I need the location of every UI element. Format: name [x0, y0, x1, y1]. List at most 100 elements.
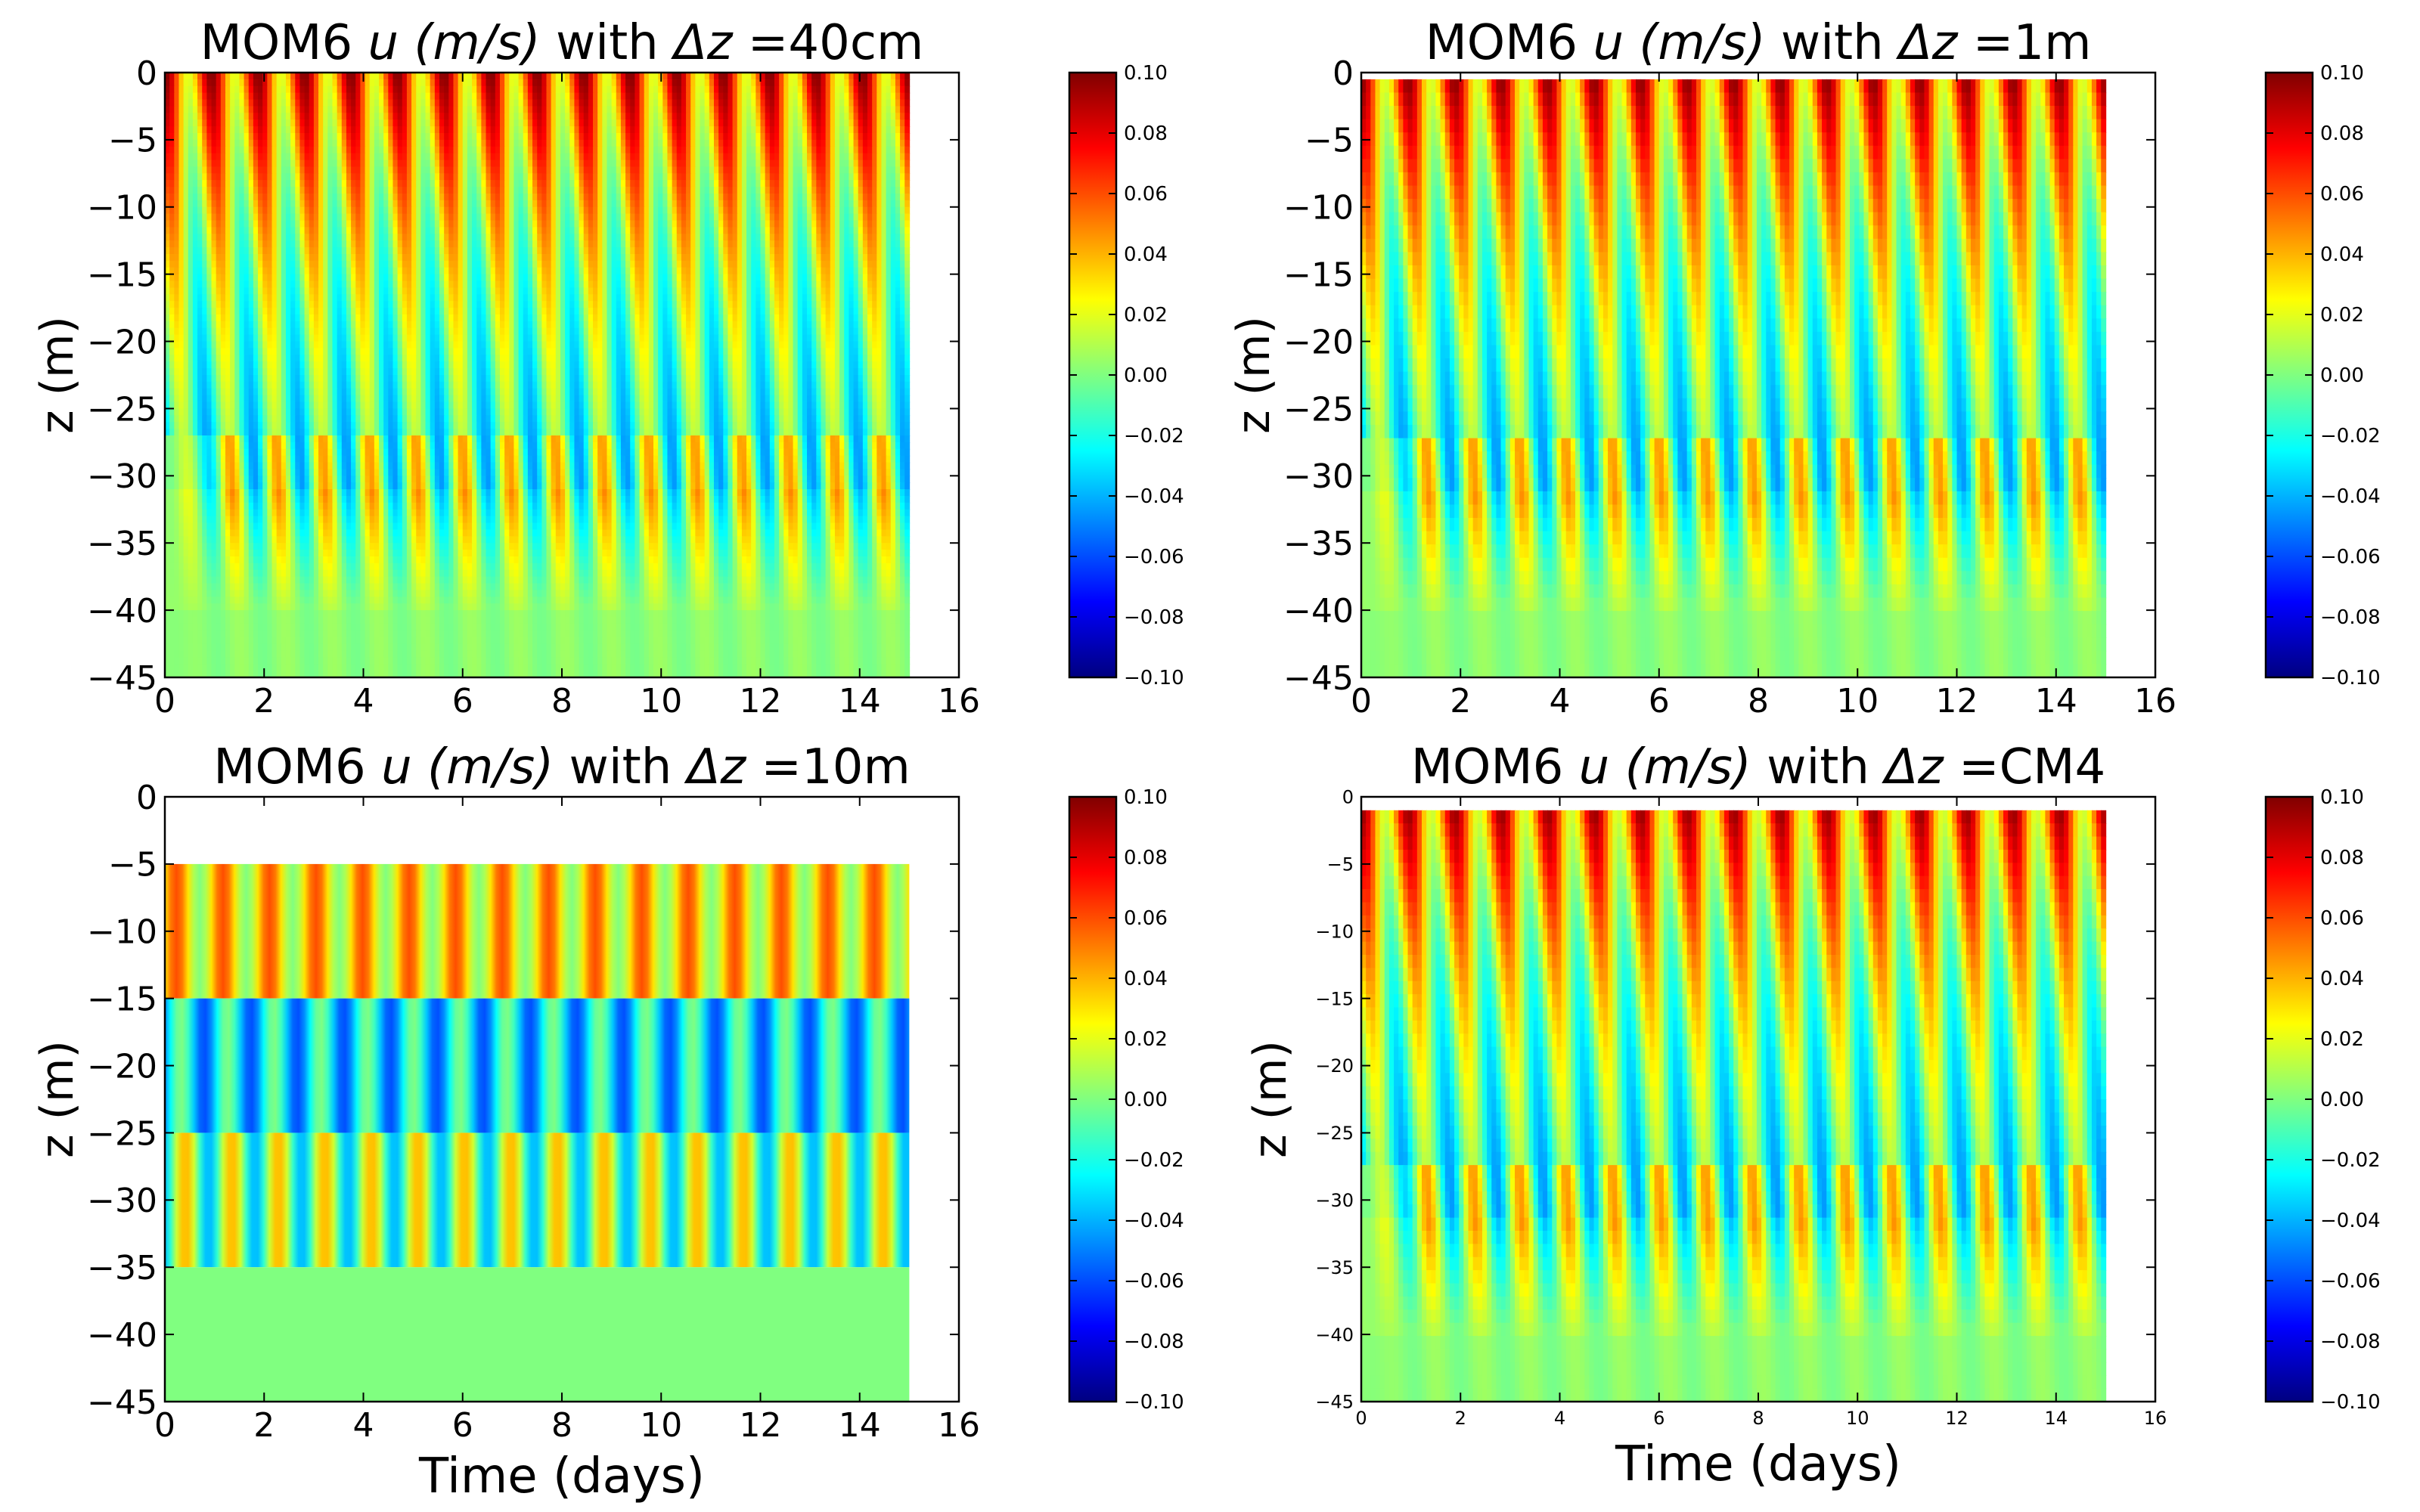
x-tick-label: 8 [551, 1406, 572, 1445]
chart-title: MOM6 u (m/s) with Δz =1m [1426, 15, 2092, 71]
heatmap-layer [165, 999, 909, 1133]
x-tick-label: 6 [1653, 1408, 1665, 1429]
y-tick-label: −45 [87, 1383, 157, 1422]
colorbar-tick-label: −0.02 [1124, 425, 1184, 448]
colorbar-tick-label: 0.00 [1124, 364, 1168, 387]
y-tick-label: −40 [87, 1316, 157, 1355]
chart-title: MOM6 u (m/s) with Δz =10m [213, 739, 911, 795]
colorbar-tick-label: −0.08 [2320, 1331, 2381, 1353]
colorbar-tick-label: −0.06 [2320, 1270, 2381, 1293]
colorbar-tick-label: 0.06 [1124, 183, 1168, 206]
y-tick-label: −30 [87, 457, 157, 496]
heatmap-field [165, 73, 910, 678]
heatmap-field [1361, 79, 2106, 678]
y-tick-label: −20 [87, 1047, 157, 1086]
y-tick-label: −20 [1315, 1055, 1354, 1077]
colorbar-tick-label: −0.08 [2320, 606, 2381, 629]
y-tick-label: −10 [1283, 189, 1354, 228]
y-tick-label: −20 [87, 323, 157, 361]
y-tick-label: 0 [1333, 54, 1354, 93]
colorbar-tick-label: −0.08 [1124, 1331, 1184, 1353]
y-tick-label: −25 [1283, 390, 1354, 429]
heatmap-layer [165, 1267, 909, 1402]
colorbar-tick-label: 0.04 [2320, 968, 2364, 990]
y-tick-label: −35 [1315, 1257, 1354, 1278]
x-tick-label: 16 [938, 1406, 980, 1445]
panel-3: 0 2 4 6 8 10 12 14 160−5−10−15−20−25−30−35−40−45… [31, 739, 1184, 1504]
x-tick-label: 2 [1455, 1408, 1466, 1429]
heatmap-layer [165, 864, 909, 999]
x-tick-label: 10 [1836, 682, 1879, 720]
x-tick-label: 6 [452, 682, 473, 720]
colorbar: 0.100.080.060.040.020.00−0.02−0.04−0.06−… [1069, 786, 1184, 1414]
y-tick-label: −45 [1315, 1392, 1354, 1413]
colorbar-tick-label: −0.10 [2320, 1391, 2381, 1414]
x-tick-label: 2 [1450, 682, 1471, 720]
y-tick-label: −30 [1315, 1190, 1354, 1211]
colorbar-tick-label: 0.06 [2320, 183, 2364, 206]
colorbar-tick-label: 0.08 [2320, 122, 2364, 145]
x-tick-label: 2 [253, 682, 275, 720]
colorbar-tick-label: 0.10 [2320, 62, 2364, 85]
y-axis-label: z (m) [31, 1040, 84, 1158]
y-tick-label: −35 [87, 525, 157, 563]
colorbar-tick-label: −0.02 [2320, 425, 2381, 448]
y-axis-label: z (m) [1227, 316, 1280, 434]
x-tick-label: 12 [1945, 1408, 1969, 1429]
colorbar: 0.100.080.060.040.020.00−0.02−0.04−0.06−… [2266, 786, 2381, 1414]
colorbar-tick-label: −0.10 [1124, 1391, 1184, 1414]
y-tick-label: −5 [1305, 122, 1354, 160]
x-tick-label: 16 [938, 682, 980, 720]
y-tick-label: −5 [108, 122, 157, 160]
colorbar-tick-label: 0.10 [1124, 62, 1168, 85]
y-tick-label: −25 [87, 390, 157, 429]
colorbar: 0.100.080.060.040.020.00−0.02−0.04−0.06−… [1069, 62, 1184, 689]
y-tick-label: −35 [87, 1249, 157, 1287]
x-tick-label: 10 [640, 1406, 682, 1445]
x-tick-label: 4 [1554, 1408, 1565, 1429]
y-tick-label: −10 [1315, 921, 1354, 942]
colorbar-tick-label: −0.02 [1124, 1149, 1184, 1172]
heatmap-field [165, 864, 909, 1402]
x-tick-label: 12 [740, 1406, 782, 1445]
panel-1: 0 2 4 6 8 10 12 14 160−5−10−15−20−25−30−35−40−45… [31, 15, 1184, 720]
panel-4: 0 2 4 6 8 10 12 14 160−5−10−15−20−25−30−35−40−45… [1244, 739, 2381, 1492]
y-tick-label: −25 [87, 1114, 157, 1153]
y-tick-label: −45 [87, 659, 157, 698]
heatmap-field [1361, 810, 2106, 1402]
colorbar-tick-label: 0.06 [2320, 907, 2364, 930]
x-tick-label: 16 [2144, 1408, 2167, 1429]
colorbar-tick-label: 0.08 [2320, 847, 2364, 869]
y-tick-label: −5 [1327, 854, 1354, 875]
colorbar-tick-label: 0.10 [2320, 786, 2364, 809]
chart-title: MOM6 u (m/s) with Δz =CM4 [1411, 739, 2105, 795]
x-tick-label: 0 [1355, 1408, 1367, 1429]
colorbar-tick-label: 0.04 [1124, 968, 1168, 990]
colorbar-tick-label: 0.02 [2320, 304, 2364, 327]
x-tick-label: 10 [640, 682, 682, 720]
heatmap-layer [165, 1132, 909, 1267]
colorbar-tick-label: 0.02 [2320, 1028, 2364, 1051]
y-tick-label: −40 [1315, 1325, 1354, 1346]
y-tick-label: −10 [87, 189, 157, 228]
x-tick-label: 8 [551, 682, 572, 720]
colorbar-tick-label: 0.06 [1124, 907, 1168, 930]
y-tick-label: 0 [136, 779, 157, 817]
x-tick-label: 10 [1846, 1408, 1869, 1429]
x-tick-label: 2 [253, 1406, 275, 1445]
colorbar-tick-label: −0.04 [1124, 1210, 1184, 1232]
panel-2: 0 2 4 6 8 10 12 14 160−5−10−15−20−25−30−35−40−45… [1227, 15, 2381, 720]
y-tick-label: −10 [87, 913, 157, 952]
x-tick-label: 16 [2134, 682, 2176, 720]
x-tick-label: 12 [740, 682, 782, 720]
colorbar-tick-label: −0.06 [1124, 546, 1184, 569]
y-tick-label: −15 [1315, 988, 1354, 1009]
colorbar-tick-label: −0.10 [2320, 667, 2381, 689]
x-tick-label: 6 [452, 1406, 473, 1445]
colorbar-tick-label: 0.08 [1124, 847, 1168, 869]
colorbar-tick-label: −0.08 [1124, 606, 1184, 629]
y-tick-label: −15 [1283, 256, 1354, 295]
colorbar-tick-label: −0.06 [2320, 546, 2381, 569]
colorbar-tick-label: 0.00 [2320, 364, 2364, 387]
x-tick-label: 4 [353, 1406, 374, 1445]
